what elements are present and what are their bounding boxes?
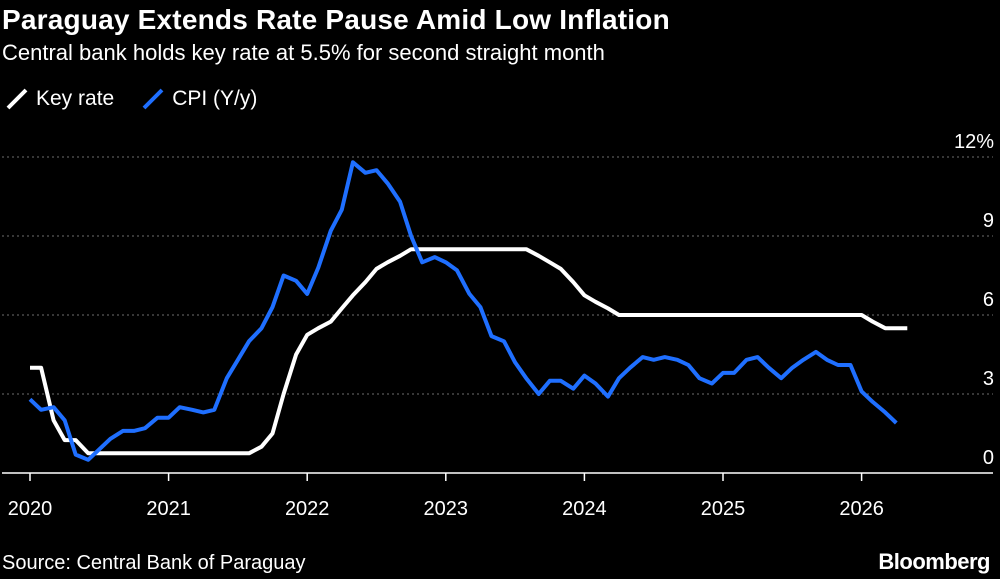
y-tick-label: 3	[983, 368, 994, 390]
series-line-cpi	[28, 160, 898, 462]
legend-item-cpi: CPI (Y/y)	[140, 86, 257, 112]
source-note: Source: Central Bank of Paraguay	[2, 552, 306, 574]
x-tick-label: 2026	[839, 498, 884, 520]
x-tick-label: 2022	[285, 498, 330, 520]
x-tick-label: 2020	[8, 498, 53, 520]
chart-title: Paraguay Extends Rate Pause Amid Low Inf…	[2, 4, 670, 35]
bloomberg-logo: Bloomberg	[878, 549, 990, 574]
legend: Key rate CPI (Y/y)	[4, 86, 283, 112]
x-tick-label: 2025	[701, 498, 746, 520]
slash-line-icon	[142, 88, 164, 110]
x-axis: 2020 2021 2022 2023 2024 2025 2026	[8, 473, 884, 520]
y-axis-ticks: 0 3 6 9 12%	[954, 131, 994, 469]
y-tick-label: 0	[983, 447, 994, 469]
x-tick-label: 2023	[424, 498, 469, 520]
series-lines	[28, 160, 908, 462]
slash-line-icon	[6, 88, 28, 110]
y-tick-label: 12%	[954, 131, 994, 153]
x-tick-label: 2021	[146, 498, 191, 520]
chart-subtitle: Central bank holds key rate at 5.5% for …	[2, 40, 605, 65]
x-tick-label: 2024	[562, 498, 607, 520]
series-line-key-rate	[30, 247, 908, 456]
legend-label-key-rate: Key rate	[36, 87, 115, 110]
y-tick-label: 6	[983, 289, 994, 311]
y-tick-label: 9	[983, 210, 994, 232]
legend-item-key-rate: Key rate	[4, 86, 114, 112]
gridlines	[2, 156, 993, 474]
legend-label-cpi: CPI (Y/y)	[172, 87, 258, 110]
